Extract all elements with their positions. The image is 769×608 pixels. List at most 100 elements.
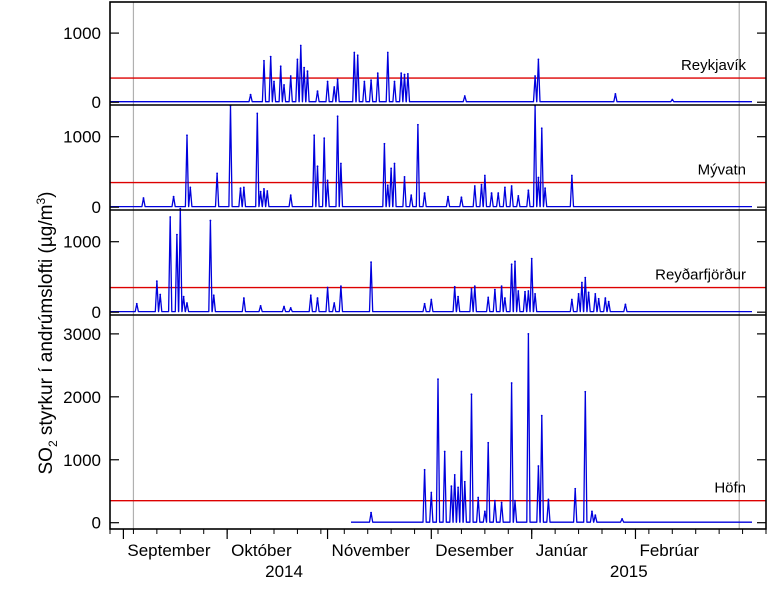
data-point-9	[299, 44, 302, 47]
data-point-2	[423, 468, 426, 471]
data-point-6	[283, 84, 285, 86]
panel-name: Reyðarfjörður	[655, 267, 746, 284]
data-point-21	[423, 302, 426, 305]
y-tick-label: 2000	[63, 388, 101, 407]
data-point-37	[517, 195, 520, 197]
data-point-39	[577, 292, 580, 295]
data-point-25	[406, 72, 409, 75]
x-tick-label-6: Febrúar	[639, 541, 699, 560]
data-point-27	[487, 296, 490, 299]
panel-name: Höfn	[714, 480, 746, 497]
data-point-41	[584, 276, 587, 279]
data-point-2	[155, 280, 158, 283]
data-point-29	[500, 285, 503, 288]
data-point-3	[269, 55, 272, 58]
y-axis-label: SO2 styrkur í andrúmslofti (µg/m3)	[34, 192, 60, 475]
data-point-4	[273, 80, 275, 83]
data-point-1	[142, 197, 145, 199]
data-point-23	[400, 72, 403, 75]
data-point-10	[463, 480, 466, 483]
data-point-21	[540, 414, 543, 417]
data-point-11	[263, 187, 265, 190]
panel-name: Mývatn	[698, 162, 746, 179]
data-point-27	[621, 518, 623, 520]
data-point-11	[242, 297, 245, 299]
data-point-12	[316, 90, 319, 93]
data-point-8	[457, 486, 459, 489]
data-point-23	[393, 162, 396, 165]
series-line	[110, 207, 752, 313]
data-point-1	[249, 93, 252, 96]
data-point-14	[333, 86, 336, 88]
data-point-26	[463, 95, 466, 97]
x-year-label-2: 2015	[610, 562, 648, 581]
data-point-23	[453, 285, 456, 288]
panel-2: 0 1000 Mývatn	[63, 104, 766, 217]
data-point-31	[510, 263, 513, 266]
y-axis-label-main: SO	[36, 447, 57, 474]
data-point-16	[353, 51, 356, 54]
data-point-19	[370, 79, 372, 82]
data-point-10	[259, 190, 262, 193]
data-point-43	[570, 174, 573, 177]
data-point-36	[510, 185, 513, 187]
data-point-25	[470, 288, 473, 290]
data-point-22	[390, 167, 393, 170]
data-point-24	[403, 175, 406, 178]
data-point-25	[591, 510, 593, 513]
data-point-17	[510, 382, 513, 384]
panel-4: 0 1000 2000 3000 Höfn	[63, 325, 766, 533]
data-point-18	[363, 80, 366, 83]
y-tick-label: 1000	[63, 451, 101, 470]
data-point-3	[430, 491, 433, 494]
data-point-9	[460, 450, 463, 453]
data-point-6	[179, 207, 182, 210]
data-point-40	[581, 281, 583, 284]
data-point-24	[403, 73, 406, 76]
data-point-36	[530, 257, 533, 260]
data-point-37	[534, 292, 536, 295]
data-point-33	[490, 192, 493, 194]
data-point-22	[393, 80, 396, 83]
data-point-13	[289, 194, 292, 197]
data-point-12	[477, 496, 480, 499]
data-point-45	[604, 297, 607, 299]
data-point-41	[540, 127, 543, 130]
data-point-28	[447, 195, 449, 198]
data-point-3	[186, 134, 188, 137]
data-point-7	[239, 187, 242, 190]
data-point-20	[383, 142, 386, 145]
data-point-18	[336, 115, 339, 118]
data-point-13	[326, 80, 329, 83]
series-line	[110, 105, 752, 208]
data-point-8	[242, 186, 245, 189]
y-tick-label: 1000	[63, 24, 101, 43]
y-tick-label: 1000	[63, 233, 101, 252]
data-point-15	[493, 499, 496, 502]
data-point-9	[209, 219, 212, 222]
data-point-4	[437, 378, 439, 381]
data-point-17	[326, 179, 329, 182]
series-line	[351, 333, 752, 523]
x-tick-label-4: Desember	[435, 541, 514, 560]
data-point-40	[537, 176, 540, 179]
data-point-14	[313, 134, 316, 137]
data-point-44	[597, 297, 600, 300]
y-tick-label: 0	[92, 198, 101, 217]
x-tick-label-5: Janúar	[536, 541, 588, 560]
data-point-2	[263, 59, 265, 62]
data-point-7	[453, 473, 456, 476]
data-point-24	[584, 390, 587, 393]
y-tick-label: 0	[92, 303, 101, 322]
data-point-25	[410, 194, 413, 197]
panel-name: Reykjavík	[681, 57, 747, 74]
data-point-4	[169, 216, 172, 218]
plot-frame	[109, 1, 767, 530]
data-point-34	[524, 290, 526, 293]
data-point-32	[483, 174, 486, 177]
data-point-16	[323, 137, 326, 140]
data-point-26	[594, 514, 597, 517]
data-point-20	[370, 261, 372, 264]
data-point-32	[514, 260, 516, 263]
